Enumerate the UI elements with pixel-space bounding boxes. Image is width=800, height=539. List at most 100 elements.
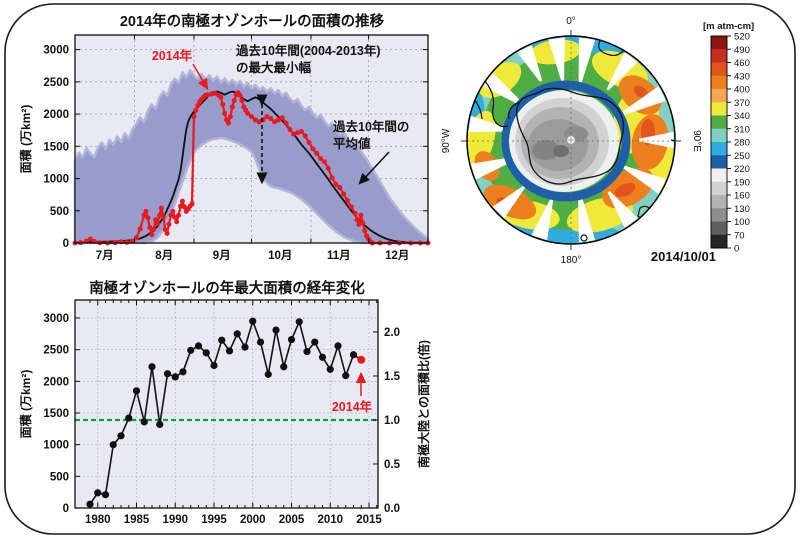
annual-dot bbox=[156, 420, 164, 429]
dot-2014 bbox=[191, 114, 197, 120]
annual-dot bbox=[272, 326, 280, 334]
ozone-map: 0° 180° 90°W 90°E 2014/10/01 [m atm-cm] … bbox=[441, 16, 754, 266]
xtick-label: 1980 bbox=[85, 514, 111, 526]
rtick-label: 0.0 bbox=[384, 503, 400, 515]
colorbar-tick-label: 280 bbox=[734, 138, 750, 149]
annual-chart-ticks bbox=[75, 300, 378, 509]
dot-2014 bbox=[306, 139, 312, 145]
map-label-90w: 90°W bbox=[441, 128, 452, 153]
dot-2014 bbox=[181, 204, 187, 210]
rtick-label: 0.5 bbox=[384, 459, 401, 471]
dot-2014 bbox=[162, 226, 168, 232]
colorbar-tick-label: 310 bbox=[734, 124, 750, 135]
annual-chart-right-tick-labels: 0.0 0.5 1.0 1.5 2.0 bbox=[384, 327, 401, 515]
xtick-label: 7月 bbox=[96, 249, 114, 262]
colorbar-cell bbox=[711, 62, 727, 77]
annual-dot bbox=[334, 342, 342, 350]
ytick-label: 500 bbox=[50, 206, 69, 218]
colorbar-tick-label: 250 bbox=[734, 151, 750, 162]
dot-2014 bbox=[147, 225, 153, 231]
annual-dot bbox=[117, 432, 125, 440]
annual-chart-ylabel-right: 南極大陸との面積比(倍) bbox=[416, 340, 431, 468]
white-streak bbox=[616, 86, 667, 118]
dot-2014 bbox=[143, 208, 149, 214]
annual-chart-frame bbox=[74, 299, 379, 509]
dot-2014 bbox=[358, 212, 364, 218]
dot-2014 bbox=[360, 220, 366, 226]
ytick-label: 3000 bbox=[43, 45, 69, 57]
xtick-label: 1990 bbox=[162, 514, 188, 526]
dot-2014 bbox=[239, 98, 245, 104]
dot-2014 bbox=[218, 94, 224, 100]
xtick-label: 2010 bbox=[317, 514, 343, 526]
dot-2014 bbox=[318, 156, 324, 162]
dot-2014 bbox=[170, 208, 176, 214]
dot-2014 bbox=[222, 110, 228, 116]
dot-2014 bbox=[268, 116, 274, 122]
xtick-label: 2015 bbox=[356, 514, 382, 526]
colorbar-cell bbox=[711, 181, 727, 196]
rtick-label: 1.5 bbox=[384, 371, 401, 383]
dot-2014 bbox=[193, 107, 199, 113]
colorbar-cell bbox=[711, 128, 727, 143]
dot-2014 bbox=[333, 181, 339, 187]
ytick-label: 2500 bbox=[43, 345, 69, 357]
map-antarctica-coastline bbox=[516, 87, 625, 185]
map-antarctic-peninsula bbox=[507, 102, 520, 120]
colorbar-cell bbox=[711, 49, 727, 63]
annual-dot bbox=[303, 347, 311, 356]
white-streak bbox=[620, 164, 667, 194]
dot-2014 bbox=[149, 232, 155, 238]
daily-area-chart: 2014年の南極オゾンホールの面積の推移 0 500 1000 1500 2000 250… bbox=[18, 12, 431, 262]
annual-dot bbox=[163, 370, 172, 378]
colorbar-tick-label: 100 bbox=[734, 217, 750, 228]
colorbar-tick-label: 400 bbox=[734, 85, 750, 96]
annual-dot bbox=[342, 372, 350, 380]
map-blue-ring bbox=[501, 80, 631, 202]
dot-2014 bbox=[287, 127, 293, 133]
white-streak bbox=[483, 73, 527, 108]
dot-2014 bbox=[352, 210, 358, 216]
annual-dot bbox=[280, 363, 288, 371]
annual-max-chart: 南極オゾンホールの年最大面積の経年変化 0 500 1000 1500 2000 2500… bbox=[18, 279, 431, 526]
dot-2014 bbox=[310, 146, 316, 152]
range-band bbox=[73, 68, 430, 245]
colorbar-cell bbox=[711, 234, 727, 249]
dot-2014 bbox=[160, 214, 166, 220]
ytick-label: 0 bbox=[63, 238, 69, 250]
colorbar-cell bbox=[711, 208, 727, 222]
annual-chart-gridlines bbox=[75, 300, 378, 508]
dot-2014 bbox=[325, 165, 331, 171]
colorbar-cell bbox=[711, 142, 727, 156]
annual-chart-series bbox=[86, 317, 366, 508]
dot-2014 bbox=[249, 114, 254, 120]
dot-2014 bbox=[164, 230, 170, 236]
colorbar-cell bbox=[711, 89, 727, 103]
dot-2014 bbox=[362, 228, 368, 234]
colorbar-cell bbox=[711, 221, 727, 236]
map-date: 2014/10/01 bbox=[651, 249, 716, 264]
dot-2014 bbox=[245, 110, 251, 116]
annual-dot bbox=[318, 353, 327, 361]
xtick-label: 10月 bbox=[268, 249, 292, 262]
dot-2014 bbox=[172, 214, 178, 220]
colorbar-cell bbox=[711, 75, 727, 90]
dot-2014 bbox=[87, 236, 93, 242]
xtick-label: 1995 bbox=[201, 514, 227, 526]
dot-2014 bbox=[275, 117, 281, 123]
ytick-label: 2000 bbox=[43, 376, 69, 388]
ytick-label: 2000 bbox=[43, 109, 69, 121]
map-compass-ticks bbox=[461, 30, 681, 250]
dot-2014 bbox=[354, 217, 360, 223]
annual-dot bbox=[295, 318, 303, 326]
dot-2014 bbox=[168, 212, 174, 218]
xtick-label: 9月 bbox=[213, 249, 231, 262]
annotation-average-label-line1: 過去10年間の bbox=[332, 119, 409, 134]
annual-dot bbox=[225, 347, 234, 355]
dot-2014 bbox=[298, 128, 304, 134]
dot-2014 bbox=[283, 120, 289, 126]
colorbar-cell bbox=[711, 155, 727, 169]
annual-chart-title: 南極オゾンホールの年最大面積の経年変化 bbox=[89, 279, 365, 297]
ozone-map-art bbox=[467, 36, 675, 244]
